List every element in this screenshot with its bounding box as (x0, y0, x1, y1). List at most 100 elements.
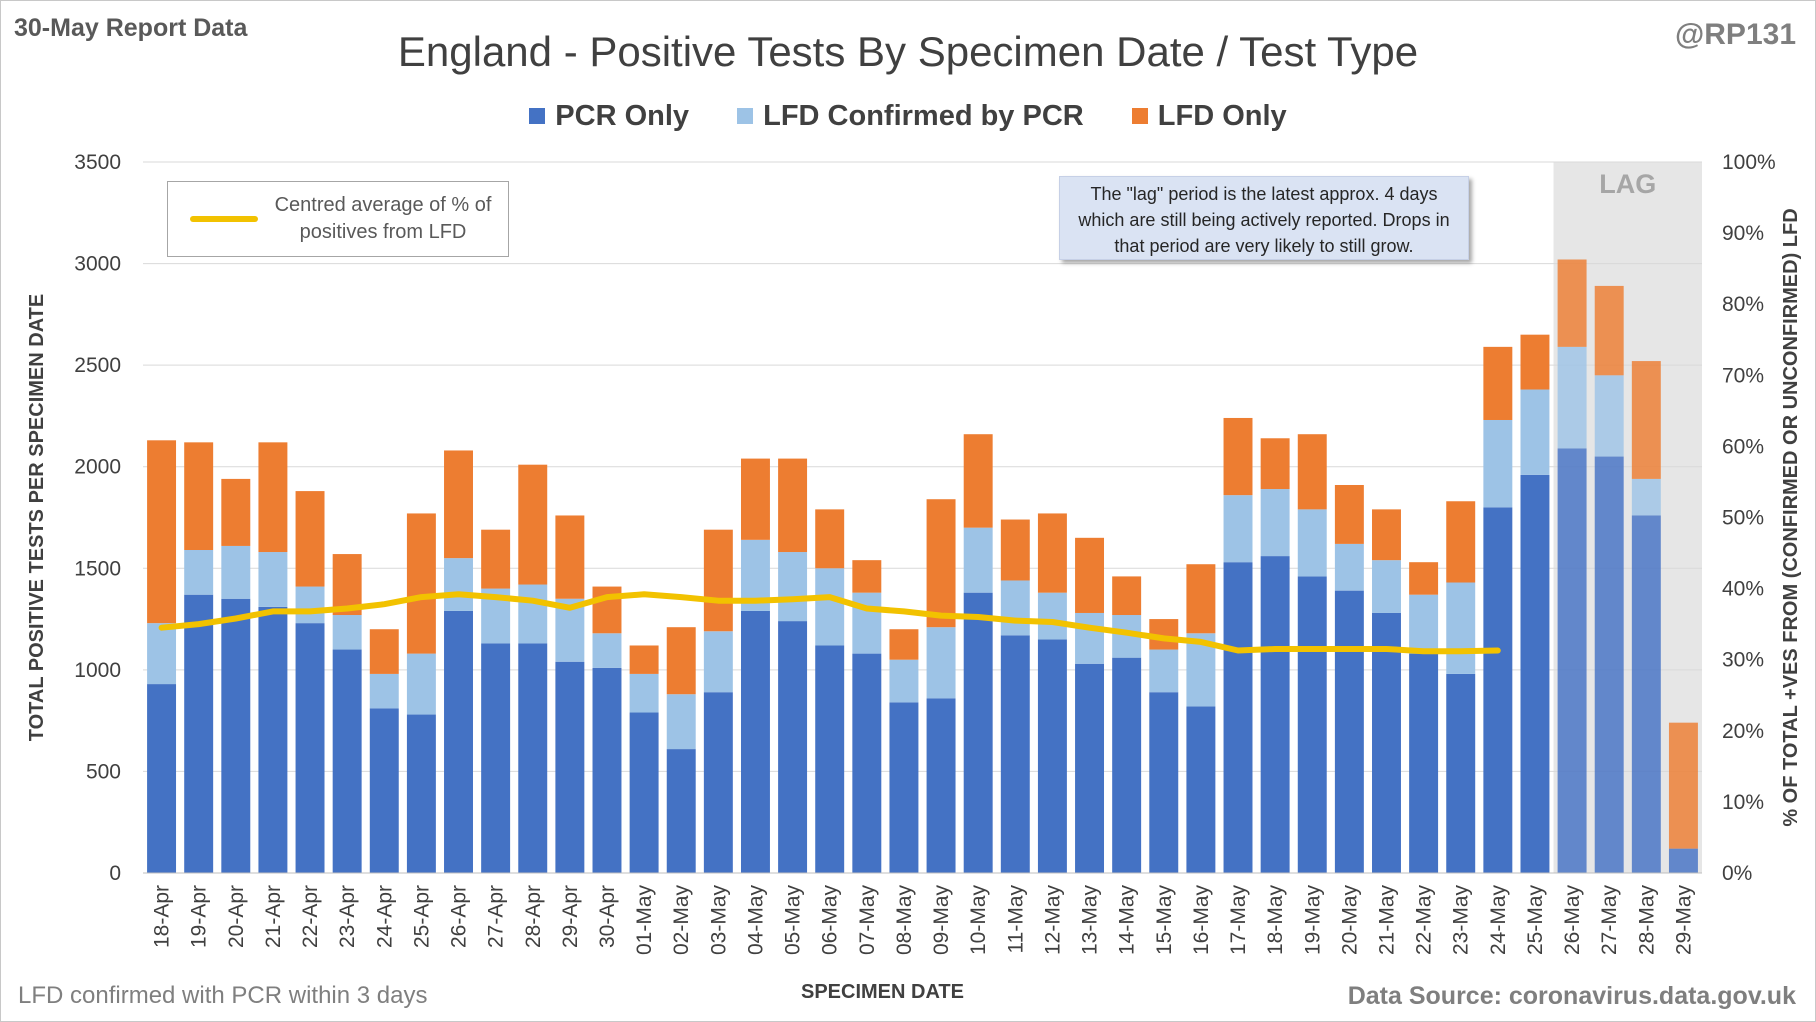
bar-lfd-only (889, 629, 919, 660)
bar-lfd-only (815, 509, 845, 569)
y2-axis-title: % OF TOTAL +VES FROM (CONFIRMED OR UNCON… (1780, 208, 1802, 826)
x-tick-label: 18-May (1264, 885, 1287, 956)
bar-lfd-confirmed (1260, 489, 1290, 557)
bar-lfd-only (555, 515, 585, 599)
x-tick-label: 24-Apr (373, 885, 396, 948)
bar-lfd-only (295, 491, 325, 587)
x-tick-label: 12-May (1041, 885, 1064, 956)
bar-lfd-confirmed (963, 527, 993, 593)
bar-lfd-only (1668, 722, 1698, 849)
bar-pcr-only (1260, 556, 1290, 873)
bar-pcr-only (258, 606, 288, 873)
x-tick-label: 04-May (744, 885, 767, 956)
x-tick-label: 25-Apr (410, 885, 433, 948)
legend-item-lfd-confirmed: LFD Confirmed by PCR (737, 100, 1084, 133)
bar-lfd-confirmed (666, 694, 696, 750)
bar-pcr-only (1668, 848, 1698, 873)
line-legend-sample (190, 216, 258, 222)
x-tick-label: 23-May (1450, 885, 1473, 956)
bar-lfd-only (147, 440, 177, 624)
y2-tick-label: 70% (1722, 364, 1764, 387)
x-tick-label: 09-May (930, 885, 953, 956)
bar-pcr-only (444, 610, 473, 873)
footnote: LFD confirmed with PCR within 3 days (18, 982, 428, 1009)
y2-tick-label: 30% (1722, 649, 1764, 672)
bar-lfd-only (629, 645, 659, 674)
bar-pcr-only (221, 598, 251, 873)
x-tick-label: 14-May (1116, 885, 1139, 956)
bar-lfd-confirmed (1631, 478, 1661, 516)
x-tick-label: 08-May (893, 885, 916, 956)
bar-lfd-only (1186, 564, 1216, 634)
bar-lfd-confirmed (332, 615, 362, 650)
bar-pcr-only (1037, 639, 1067, 873)
legend-swatch-lfd-only (1131, 108, 1148, 124)
bar-pcr-only (332, 649, 362, 873)
lag-annotation-text: The "lag" period is the latest approx. 4… (1078, 184, 1450, 256)
bar-pcr-only (778, 621, 808, 873)
y-axis-title: TOTAL POSITIVE TESTS PER SPECIMEN DATE (26, 294, 48, 741)
x-tick-label: 30-Apr (596, 885, 619, 948)
y-tick-label: 3000 (74, 253, 121, 276)
bar-lfd-confirmed (1037, 592, 1067, 640)
bar-lfd-only (406, 513, 436, 654)
bar-lfd-only (518, 464, 548, 585)
bar-lfd-only (1297, 434, 1327, 510)
bar-lfd-confirmed (369, 673, 399, 709)
bar-pcr-only (815, 645, 845, 873)
bar-lfd-confirmed (778, 552, 808, 622)
bar-pcr-only (1520, 474, 1550, 873)
bar-lfd-confirmed (1520, 389, 1550, 475)
data-source: Data Source: coronavirus.data.gov.uk (1347, 982, 1796, 1010)
bar-lfd-confirmed (926, 627, 956, 699)
bar-pcr-only (1334, 590, 1364, 873)
bar-lfd-confirmed (147, 623, 177, 685)
bar-pcr-only (1631, 515, 1661, 873)
x-tick-label: 15-May (1153, 885, 1176, 956)
x-tick-label: 26-May (1561, 885, 1584, 956)
bar-lfd-confirmed (852, 592, 882, 654)
bar-pcr-only (666, 749, 696, 873)
bar-lfd-confirmed (295, 586, 325, 624)
bar-lfd-only (778, 458, 808, 553)
bar-lfd-only (1334, 484, 1364, 544)
bar-pcr-only (518, 643, 548, 873)
y-tick-label: 3500 (74, 151, 121, 174)
line-legend-label: Centred average of % of positives from L… (274, 194, 492, 243)
bar-lfd-only (1409, 562, 1439, 595)
legend-label-lfd-only: LFD Only (1157, 100, 1287, 132)
x-tick-label: 28-Apr (522, 885, 545, 948)
bar-pcr-only (1594, 456, 1624, 873)
bar-lfd-confirmed (406, 653, 436, 715)
bar-lfd-only (926, 499, 956, 628)
bar-pcr-only (852, 653, 882, 873)
x-tick-label: 16-May (1190, 885, 1213, 956)
bar-pcr-only (1075, 663, 1105, 873)
bar-lfd-only (1075, 537, 1105, 613)
line-legend-box: Centred average of % of positives from L… (167, 181, 509, 257)
bar-lfd-confirmed (1000, 580, 1030, 636)
x-tick-label: 28-May (1635, 885, 1658, 956)
bar-pcr-only (1483, 507, 1513, 873)
x-tick-label: 17-May (1227, 885, 1250, 956)
legend-item-pcr-only: PCR Only (529, 100, 689, 133)
bar-pcr-only (740, 610, 770, 873)
bar-lfd-only (1223, 417, 1253, 496)
x-tick-label: 07-May (856, 885, 879, 956)
x-tick-label: 24-May (1487, 885, 1510, 956)
bar-lfd-confirmed (1149, 649, 1179, 693)
bar-pcr-only (1446, 673, 1476, 873)
y-tick-label: 1000 (74, 659, 121, 682)
y-tick-label: 0 (109, 862, 121, 885)
x-tick-label: 25-May (1524, 885, 1547, 956)
bar-lfd-only (481, 529, 511, 589)
bar-lfd-only (258, 442, 288, 553)
x-tick-label: 20-May (1338, 885, 1361, 956)
x-tick-label: 29-May (1672, 885, 1695, 956)
bar-lfd-only (1557, 259, 1587, 347)
bar-lfd-only (963, 434, 993, 528)
bar-lfd-confirmed (592, 633, 622, 668)
bar-lfd-only (1112, 576, 1142, 616)
x-tick-label: 11-May (1004, 885, 1027, 954)
x-tick-label: 19-Apr (188, 885, 211, 948)
